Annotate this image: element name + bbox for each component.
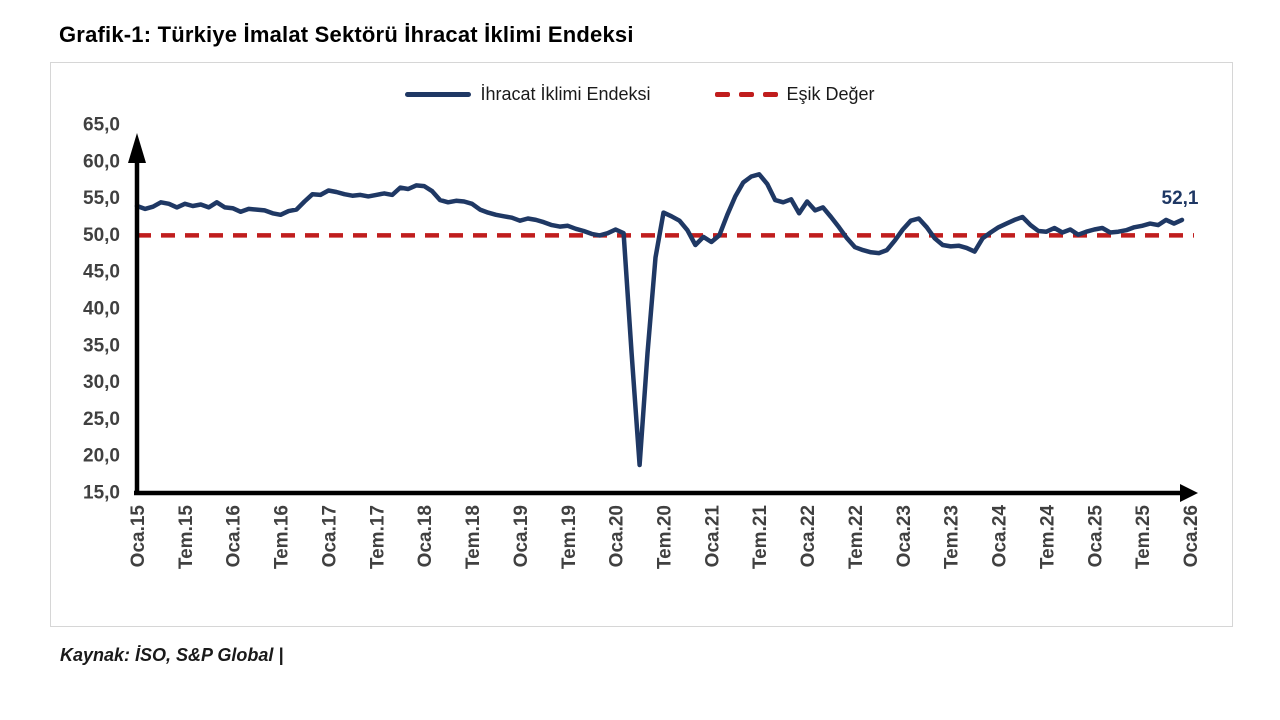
- y-tick-label: 25,0: [83, 409, 120, 430]
- x-tick-label: Oca.15: [128, 505, 149, 568]
- x-tick-label: Oca.26: [1181, 505, 1202, 567]
- chart-container: [50, 62, 1233, 627]
- series-line-swatch: [405, 92, 472, 97]
- x-tick-label: Tem.20: [655, 505, 676, 569]
- x-tick-label: Tem.22: [846, 505, 867, 569]
- y-tick-label: 45,0: [83, 262, 120, 283]
- source-note: Kaynak: İSO, S&P Global |: [60, 645, 284, 665]
- legend-label-series: İhracat İklimi Endeksi: [480, 84, 651, 104]
- threshold-dash-swatch: [714, 92, 778, 97]
- y-tick-label: 65,0: [83, 115, 120, 136]
- legend-item-series: İhracat İklimi Endeksi: [405, 84, 651, 105]
- x-tick-label: Oca.17: [320, 505, 341, 567]
- x-tick-label: Oca.18: [415, 505, 436, 567]
- x-tick-label: Oca.16: [224, 505, 245, 567]
- chart-legend: İhracat İklimi Endeksi Eşik Değer: [100, 84, 1180, 105]
- x-tick-label: Tem.24: [1037, 505, 1058, 570]
- series-line: [134, 172, 1185, 468]
- chart-title: Grafik-1: Türkiye İmalat Sektörü İhracat…: [59, 22, 634, 47]
- legend-item-threshold: Eşik Değer: [714, 84, 875, 105]
- x-tick-label: Tem.23: [942, 505, 963, 569]
- x-axis-arrow-icon: [1180, 484, 1198, 502]
- x-tick-label: Oca.25: [1085, 505, 1106, 568]
- x-tick-label: Tem.15: [176, 505, 197, 570]
- x-tick-label: Tem.17: [367, 505, 388, 569]
- x-tick-label: Oca.22: [798, 505, 819, 567]
- x-tick-label: Tem.21: [750, 505, 771, 570]
- y-tick-label: 30,0: [83, 372, 120, 393]
- x-tick-label: Tem.16: [272, 505, 293, 569]
- y-tick-label: 20,0: [83, 446, 120, 467]
- legend-label-threshold: Eşik Değer: [786, 84, 875, 104]
- x-tick-label: Tem.25: [1133, 505, 1154, 570]
- x-tick-label: Oca.24: [990, 505, 1011, 568]
- x-tick-label: Oca.23: [894, 505, 915, 567]
- x-tick-label: Tem.18: [463, 505, 484, 569]
- y-tick-label: 55,0: [83, 188, 120, 209]
- last-value-label: 52,1: [1162, 188, 1199, 209]
- y-tick-label: 35,0: [83, 335, 120, 356]
- y-axis-arrow-icon: [128, 133, 146, 163]
- x-tick-label: Oca.20: [607, 505, 628, 567]
- x-tick-label: Oca.21: [702, 505, 723, 568]
- y-tick-label: 15,0: [83, 483, 120, 504]
- y-tick-label: 50,0: [83, 225, 120, 246]
- y-tick-label: 60,0: [83, 151, 120, 172]
- y-tick-label: 40,0: [83, 299, 120, 320]
- x-tick-label: Oca.19: [511, 505, 532, 567]
- x-tick-label: Tem.19: [559, 505, 580, 569]
